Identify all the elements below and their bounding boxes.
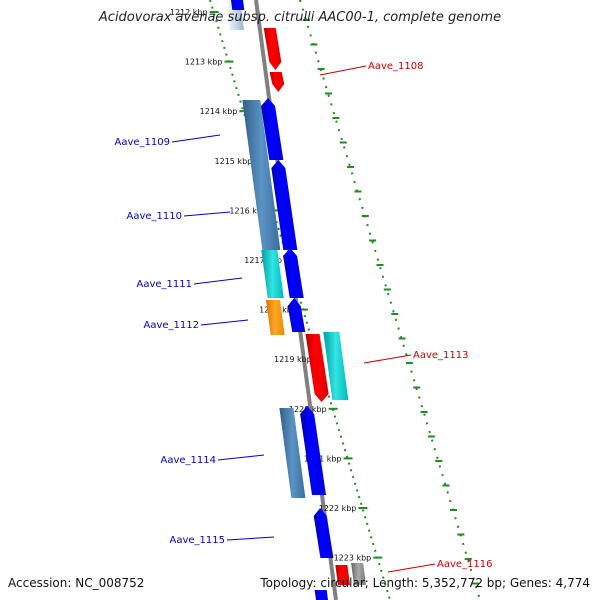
domain-block-aave-1112 xyxy=(266,300,285,335)
kbp-tick-label: 1212 kbp xyxy=(170,8,208,17)
domain-block-aave-1113 xyxy=(323,332,349,400)
gene-arrow-aave-1116 xyxy=(335,565,350,585)
gene-label-leader xyxy=(200,319,249,326)
kbp-tick-label: 1213 kbp xyxy=(185,58,223,67)
label-layer: Aave_1108 Aave_1109 Aave_1110 Aave_1111 Aave… xyxy=(115,61,493,573)
gene-arrow-aave-1108-b xyxy=(269,72,285,92)
kbp-tick-label: 1216 kbp xyxy=(229,206,267,215)
right-dotted-guide xyxy=(299,0,481,600)
gene-arrow-aave-1111 xyxy=(283,248,304,298)
feature-layer xyxy=(226,0,366,600)
gene-label: Aave_1114 xyxy=(161,455,217,466)
kbp-tick-label: 1222 kbp xyxy=(319,504,357,513)
gene-label: Aave_1110 xyxy=(127,211,183,222)
kbp-tick-label: 1223 kbp xyxy=(334,554,372,563)
gene-label: Aave_1108 xyxy=(368,61,424,72)
gene-label-leader xyxy=(217,454,265,461)
gene-arrow-aave-1112 xyxy=(287,298,306,332)
left-dotted-guide xyxy=(209,0,391,600)
topology-text: Topology: circular; Length: 5,352,772 bp… xyxy=(260,576,590,590)
gene-label: Aave_1111 xyxy=(137,279,193,290)
map-title: Acidovorax avenae subsp. citrulli AAC00-… xyxy=(98,10,502,25)
gene-label-leader xyxy=(387,563,436,573)
gene-label: Aave_1109 xyxy=(115,137,171,148)
kbp-tick-label: 1219 kbp xyxy=(274,355,312,364)
gene-arrow-aave-1110 xyxy=(271,160,298,250)
domain-block-aave-1116 xyxy=(351,563,366,585)
gene-label-leader xyxy=(193,277,243,285)
gene-arrow-partial xyxy=(231,0,245,10)
gene-label: Aave_1113 xyxy=(413,350,469,361)
kbp-tick-label: 1215 kbp xyxy=(215,157,253,166)
gene-arrow-aave-1108 xyxy=(263,28,282,70)
gene-arrow-aave-1115 xyxy=(313,508,334,558)
gene-label: Aave_1115 xyxy=(170,535,226,546)
kbp-tick-label: 1221 kbp xyxy=(304,454,342,463)
gene-arrow-aave-1114 xyxy=(300,406,326,495)
gene-label: Aave_1112 xyxy=(144,320,200,331)
kbp-tick-label: 1214 kbp xyxy=(200,107,238,116)
gene-label-leader xyxy=(171,134,221,143)
domain-block-aave-1114 xyxy=(279,408,306,498)
gene-label-leader xyxy=(319,65,367,76)
gene-label-leader xyxy=(183,211,231,217)
gene-label-leader xyxy=(226,536,275,541)
gene-arrow-partial-bottom xyxy=(314,590,328,600)
accession-text: Accession: NC_008752 xyxy=(8,576,145,590)
gene-arrow-aave-1113 xyxy=(305,334,329,402)
gene-arrow-aave-1109 xyxy=(261,98,284,160)
gene-label: Aave_1116 xyxy=(437,559,493,570)
gene-label-leader xyxy=(363,354,412,364)
track-layer: 1212 kbp 1213 kbp 1214 kbp 1215 kbp 1216 kbp… xyxy=(170,0,481,600)
domain-block-aave-1111 xyxy=(261,250,284,298)
domain-block-aave-1109-1110 xyxy=(242,100,281,250)
